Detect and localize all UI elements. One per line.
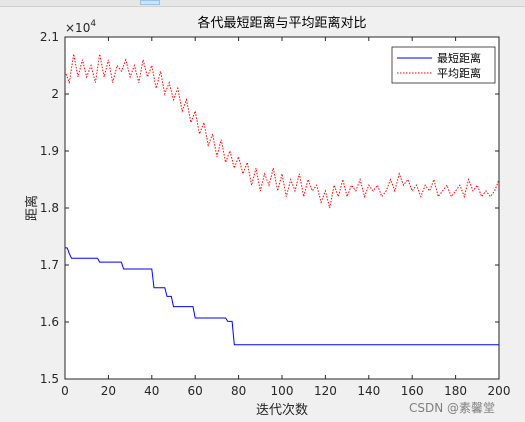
- chart-title: 各代最短距离与平均距离对比: [197, 15, 366, 31]
- x-tick-label: 0: [61, 384, 69, 398]
- x-tick-label: 100: [271, 384, 294, 398]
- x-tick-label: 20: [101, 384, 116, 398]
- x-tick-label: 80: [231, 384, 246, 398]
- legend: 最短距离 平均距离: [391, 46, 496, 84]
- y-tick-label: 1.5: [40, 372, 59, 386]
- x-axis-title: 迭代次数: [256, 402, 308, 418]
- window-topbar: [0, 0, 525, 7]
- x-tick-label: 120: [314, 384, 337, 398]
- y-tick-label: 1.9: [40, 144, 59, 158]
- x-tick-label: 160: [401, 384, 424, 398]
- x-tick-label: 180: [444, 384, 467, 398]
- series-line-1: [64, 54, 500, 209]
- plot-area: [64, 36, 500, 380]
- y-tick-label: 1.8: [40, 201, 59, 215]
- y-tick-label: 1.7: [40, 258, 59, 272]
- window-tab[interactable]: [140, 0, 160, 5]
- x-tick-label: 40: [144, 384, 159, 398]
- legend-box: [391, 46, 496, 84]
- y-axis-title: 距离: [24, 195, 40, 221]
- legend-label-average: 平均距离: [437, 66, 481, 80]
- y-exponent-label: ×104: [65, 19, 96, 35]
- x-tick-label: 60: [188, 384, 203, 398]
- y-tick-label: 1.6: [40, 315, 59, 329]
- y-tick-label: 2: [51, 87, 59, 101]
- x-tick-label: 200: [488, 384, 511, 398]
- x-tick-label: 140: [357, 384, 380, 398]
- series-line-0: [65, 247, 499, 346]
- y-tick-label: 2.1: [40, 30, 59, 44]
- watermark: CSDN @素馨堂: [409, 401, 496, 415]
- legend-label-shortest: 最短距离: [437, 51, 481, 65]
